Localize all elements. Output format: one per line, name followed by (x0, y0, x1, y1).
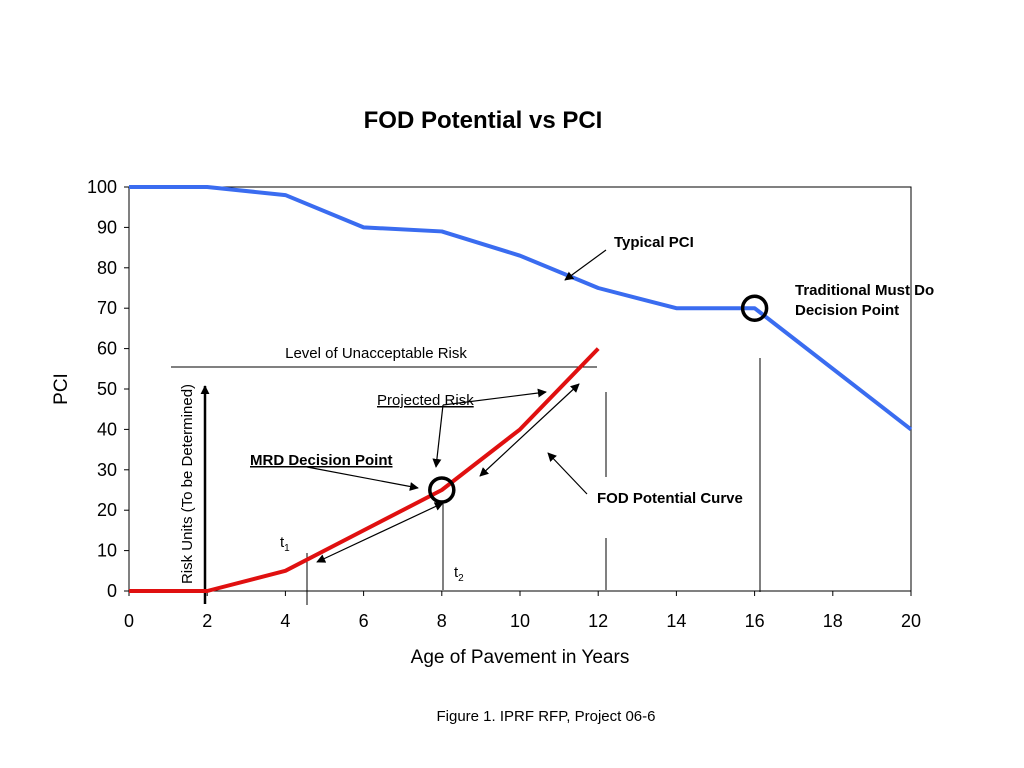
typical-pci-label: Typical PCI (614, 234, 694, 251)
y-tick-label: 100 (87, 177, 117, 197)
x-tick-label: 0 (124, 611, 134, 631)
x-tick-label: 12 (588, 611, 608, 631)
fod-curve-arrow (547, 452, 588, 495)
x-tick-label: 6 (359, 611, 369, 631)
mrd-decision-arrow (306, 466, 419, 491)
y-axis-label: PCI (51, 373, 72, 405)
fod-potential-curve-label: FOD Potential Curve (597, 490, 743, 507)
y-tick-label: 50 (97, 379, 117, 399)
y-tick-label: 80 (97, 258, 117, 278)
chart-title: FOD Potential vs PCI (364, 107, 603, 134)
y-tick-label: 10 (97, 541, 117, 561)
must-do-decision-point-circle (740, 294, 769, 322)
y-tick-label: 70 (97, 298, 117, 318)
x-tick-label: 2 (202, 611, 212, 631)
must-do-label-line2: Decision Point (795, 302, 899, 319)
x-tick-label: 8 (437, 611, 447, 631)
x-tick-label: 4 (280, 611, 290, 631)
x-tick-label: 14 (666, 611, 686, 631)
projected-risk-arrow-down (432, 404, 444, 468)
typical-pci-arrow (564, 249, 607, 281)
y-tick-label: 40 (97, 419, 117, 439)
t1-t2-interval-arrow (316, 502, 444, 563)
mrd-decision-point-circle (428, 476, 456, 504)
level-unacceptable-risk-label: Level of Unacceptable Risk (285, 345, 467, 362)
risk-units-label: Risk Units (To be Determined) (179, 384, 196, 584)
t1-label: t1 (280, 534, 290, 554)
y-tick-label: 60 (97, 339, 117, 359)
x-tick-label: 18 (823, 611, 843, 631)
x-ticks: 0 2 4 6 8 10 12 14 16 18 20 (124, 591, 921, 631)
y-tick-label: 90 (97, 217, 117, 237)
y-tick-label: 30 (97, 460, 117, 480)
y-ticks: 0 10 20 30 40 50 60 70 80 90 100 (87, 177, 129, 601)
x-tick-label: 10 (510, 611, 530, 631)
y-tick-label: 20 (97, 500, 117, 520)
typical-pci-line (129, 185, 913, 431)
projected-risk-label: Projected Risk (377, 392, 474, 409)
figure-caption: Figure 1. IPRF RFP, Project 06-6 (437, 708, 656, 725)
must-do-label-line1: Traditional Must Do (795, 282, 934, 299)
t2-label: t2 (454, 564, 464, 584)
x-tick-label: 20 (901, 611, 921, 631)
x-tick-label: 16 (745, 611, 765, 631)
mrd-decision-point-label: MRD Decision Point (250, 452, 393, 469)
plot-area (128, 186, 912, 592)
x-axis-label: Age of Pavement in Years (411, 647, 630, 668)
fod-potential-line (129, 347, 600, 593)
y-tick-label: 0 (107, 581, 117, 601)
t2-limit-interval-arrow (479, 383, 580, 477)
